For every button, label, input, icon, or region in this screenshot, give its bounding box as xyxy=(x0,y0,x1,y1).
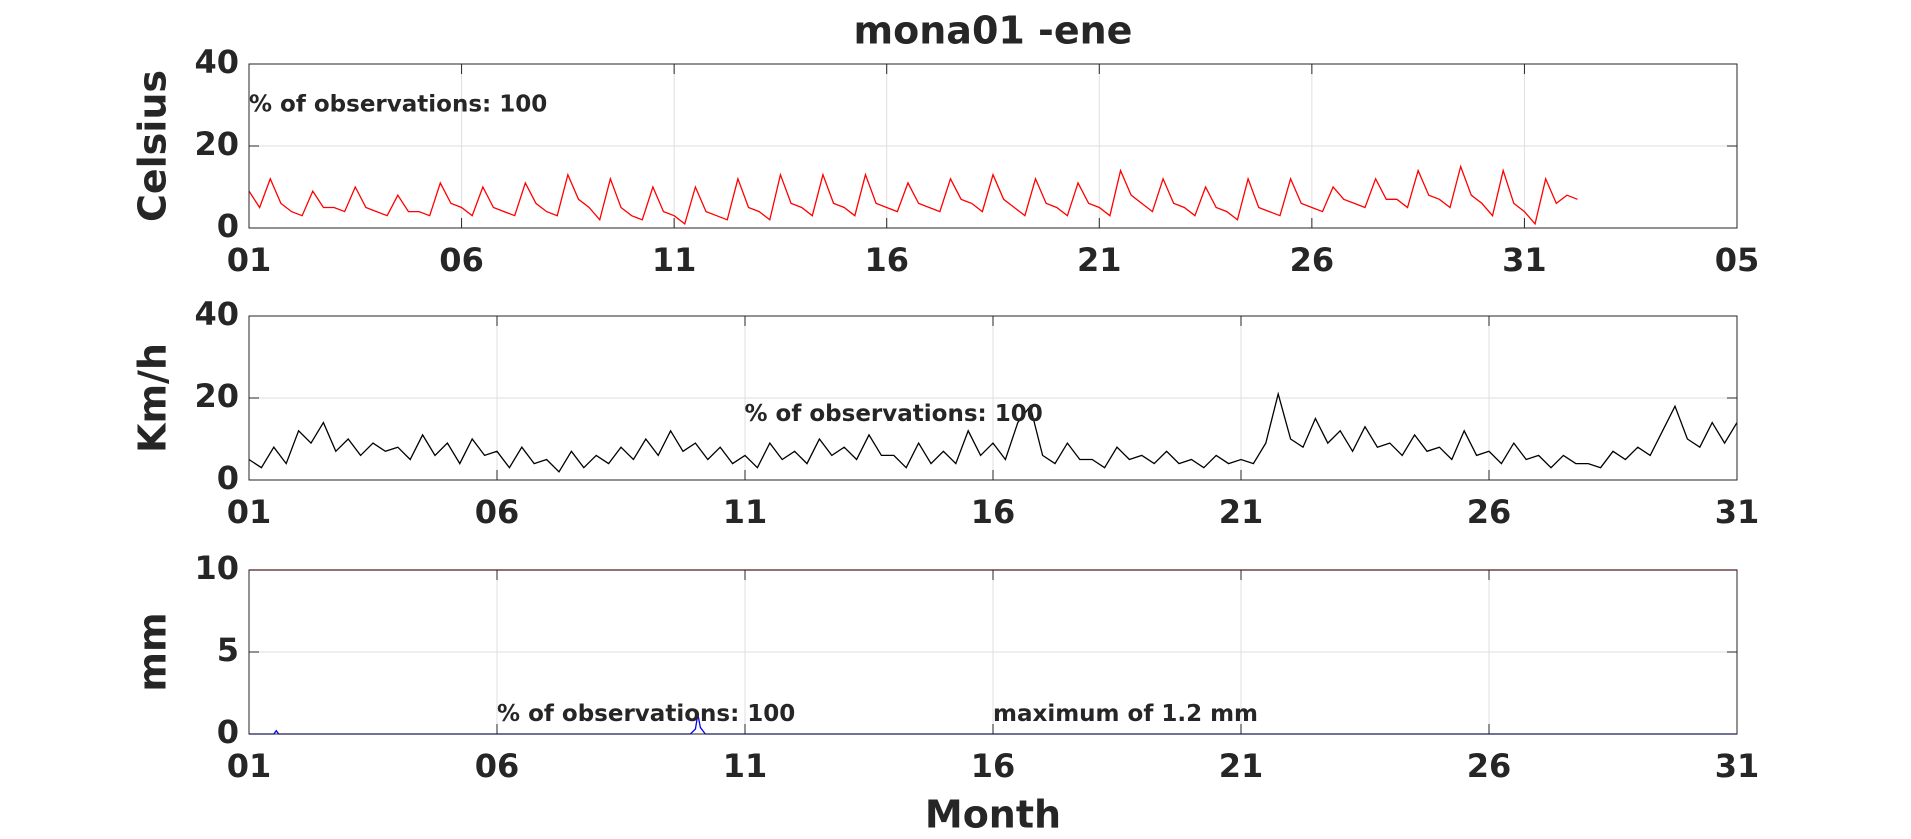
x-tick-label: 31 xyxy=(1715,493,1760,531)
x-tick-label: 11 xyxy=(723,493,768,531)
annotation: % of observations: 100 xyxy=(745,401,1043,427)
x-tick-label: 31 xyxy=(1715,747,1760,785)
chart-title: mona01 -ene xyxy=(854,9,1133,53)
x-tick-label: 16 xyxy=(864,241,909,279)
x-axis-label: Month xyxy=(925,793,1061,837)
x-tick-label: 21 xyxy=(1219,747,1264,785)
x-tick-label: 11 xyxy=(723,747,768,785)
y-tick-label: 0 xyxy=(217,713,239,751)
y-tick-label: 0 xyxy=(217,207,239,245)
x-tick-label: 21 xyxy=(1219,493,1264,531)
axes-box xyxy=(248,315,1738,481)
y-tick-label: 20 xyxy=(194,125,239,163)
x-tick-label: 11 xyxy=(652,241,697,279)
axes-box xyxy=(248,63,1738,229)
x-tick-label: 06 xyxy=(475,493,520,531)
x-tick-label: 06 xyxy=(475,747,520,785)
y-axis-label: Km/h xyxy=(131,343,175,453)
annotation: % of observations: 100 xyxy=(497,701,795,727)
x-tick-label: 01 xyxy=(227,241,272,279)
x-tick-label: 26 xyxy=(1467,747,1512,785)
annotation: maximum of 1.2 mm xyxy=(993,701,1258,727)
x-tick-label: 16 xyxy=(971,747,1016,785)
x-tick-label: 16 xyxy=(971,493,1016,531)
x-tick-label: 05 xyxy=(1715,241,1760,279)
y-tick-label: 10 xyxy=(194,549,239,587)
x-tick-label: 26 xyxy=(1290,241,1335,279)
x-tick-label: 01 xyxy=(227,493,272,531)
x-tick-label: 26 xyxy=(1467,493,1512,531)
y-axis-label: Celsius xyxy=(131,70,175,222)
y-tick-label: 20 xyxy=(194,377,239,415)
y-tick-label: 40 xyxy=(194,43,239,81)
annotation: % of observations: 100 xyxy=(249,92,547,118)
x-tick-label: 06 xyxy=(439,241,484,279)
y-axis-label: mm xyxy=(131,612,175,691)
axes-box xyxy=(248,569,1738,735)
y-tick-label: 0 xyxy=(217,459,239,497)
data-line xyxy=(248,164,1578,226)
data-line xyxy=(248,391,1738,473)
x-tick-label: 31 xyxy=(1502,241,1547,279)
x-tick-label: 01 xyxy=(227,747,272,785)
x-tick-label: 21 xyxy=(1077,241,1122,279)
y-tick-label: 40 xyxy=(194,295,239,333)
y-tick-label: 5 xyxy=(217,631,239,669)
